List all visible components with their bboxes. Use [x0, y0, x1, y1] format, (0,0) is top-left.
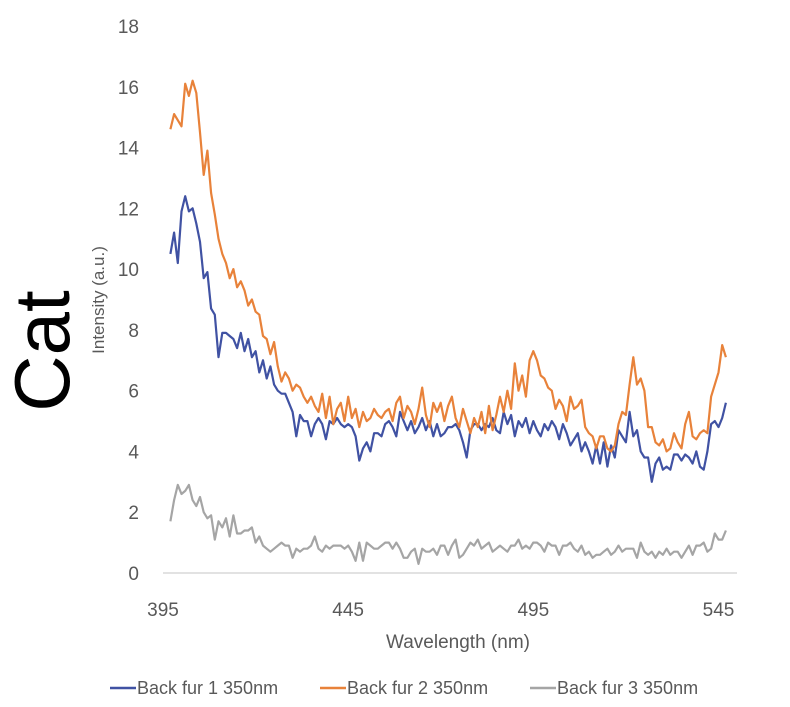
series-line-1 [169, 195, 727, 483]
series-line-2 [169, 79, 727, 453]
series-group [169, 79, 727, 565]
y-tick-label: 6 [128, 382, 139, 403]
y-tick-label: 18 [118, 17, 139, 38]
legend-label-1: Back fur 1 350nm [137, 678, 278, 698]
x-tick-label: 495 [517, 600, 549, 621]
y-tick-label: 4 [128, 442, 139, 463]
series-line-3 [169, 483, 727, 565]
y-tick-label: 16 [118, 78, 139, 99]
x-axis-ticks: 395 445 495 545 [147, 600, 734, 621]
y-tick-label: 2 [128, 503, 139, 524]
x-tick-label: 545 [703, 600, 735, 621]
x-axis-title: Wavelength (nm) [386, 632, 530, 653]
y-axis-ticks: 0 2 4 6 8 10 12 14 16 18 [118, 17, 140, 585]
legend-label-2: Back fur 2 350nm [347, 678, 488, 698]
x-tick-label: 395 [147, 600, 179, 621]
y-tick-label: 12 [118, 199, 139, 220]
y-tick-label: 8 [128, 321, 139, 342]
y-tick-label: 14 [118, 139, 140, 160]
legend: Back fur 1 350nm Back fur 2 350nm Back fur… [110, 678, 698, 698]
legend-label-3: Back fur 3 350nm [557, 678, 698, 698]
y-tick-label: 10 [118, 260, 139, 281]
x-tick-label: 445 [332, 600, 364, 621]
y-tick-label: 0 [128, 564, 139, 585]
y-axis-title: Intensity (a.u.) [89, 246, 108, 354]
